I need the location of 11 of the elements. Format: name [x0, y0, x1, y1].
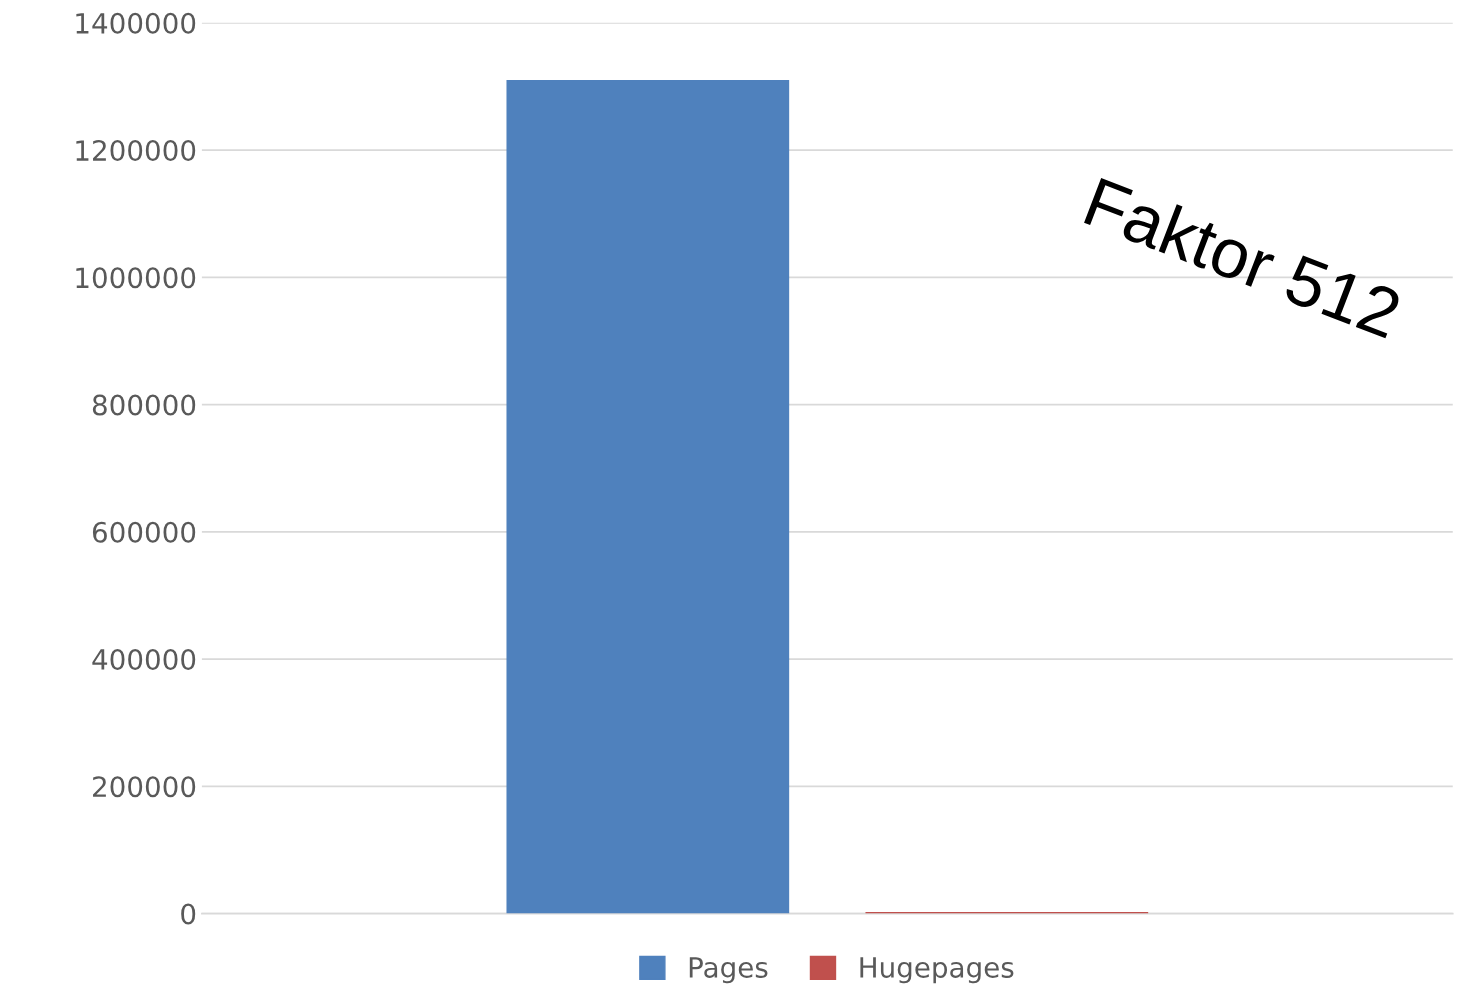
- y-tick-label: 400000: [92, 649, 196, 671]
- y-tick-label: 1000000: [76, 267, 196, 289]
- y-tick-label: 800000: [92, 394, 196, 416]
- legend-label: Hugepages: [860, 957, 1014, 984]
- annotation: Faktor 512: [1083, 175, 1404, 339]
- y-tick-label: 600000: [92, 521, 196, 543]
- legend-label: Pages: [689, 957, 768, 984]
- y-tick-label: 0: [181, 903, 196, 925]
- y-tick-label: 200000: [93, 776, 196, 798]
- y-tick-label: 1200000: [76, 140, 196, 162]
- y-tick-label: 1400000: [76, 12, 196, 34]
